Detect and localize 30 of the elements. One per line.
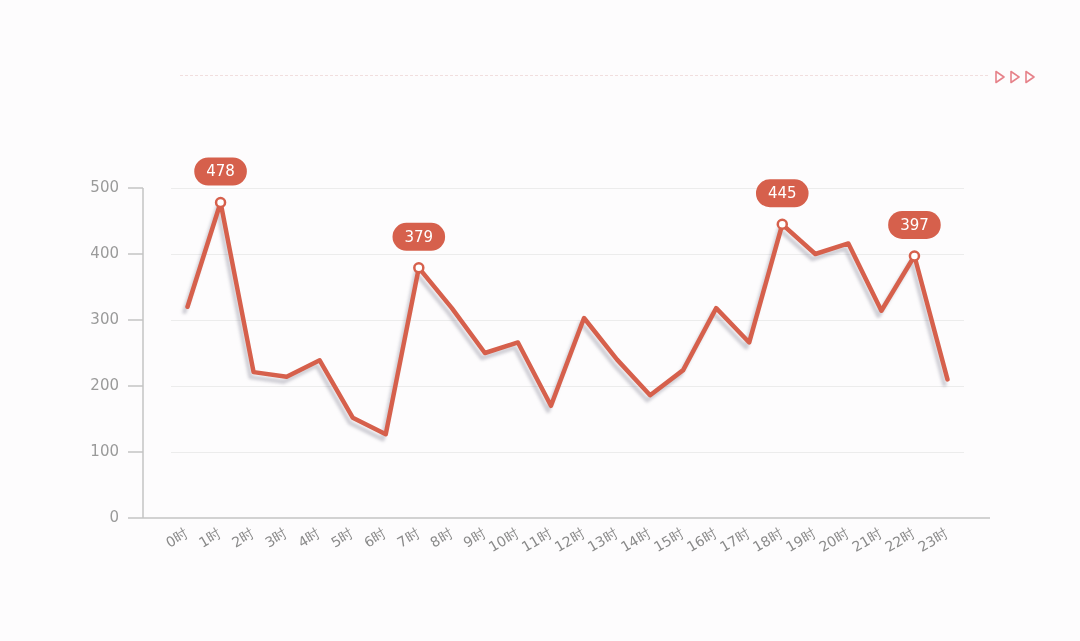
x-tick-label: 0时	[163, 525, 191, 551]
x-tick-label: 2时	[229, 525, 257, 551]
data-label: 397	[900, 215, 929, 234]
x-tick-label: 5时	[328, 525, 357, 551]
point	[214, 196, 227, 209]
y-tick-label: 500	[90, 177, 119, 196]
x-tick-label: 7时	[394, 525, 423, 551]
point	[908, 250, 921, 262]
y-tick-label: 0	[109, 507, 119, 526]
y-tick-label: 400	[90, 243, 119, 262]
point	[776, 218, 789, 231]
x-tick-label: 23时	[915, 525, 951, 555]
y-tick-label: 300	[90, 309, 119, 328]
x-tick-label: 18时	[750, 525, 786, 555]
point	[413, 262, 425, 274]
x-tick-label: 17时	[717, 525, 753, 555]
y-tick-label: 200	[90, 375, 119, 394]
x-tick-label: 21时	[849, 525, 885, 555]
x-tick-label: 4时	[295, 525, 324, 551]
x-tick-label: 8时	[427, 525, 456, 551]
x-tick-label: 19时	[783, 525, 819, 555]
data-label: 379	[404, 227, 434, 246]
data-label: 478	[206, 162, 235, 181]
data-label: 445	[767, 184, 797, 203]
x-tick-label: 3时	[262, 525, 290, 551]
x-tick-label: 6时	[361, 525, 390, 551]
y-tick-label: 100	[90, 441, 119, 460]
x-tick-label: 22时	[882, 525, 918, 555]
x-tick-label: 1时	[196, 525, 224, 551]
x-tick-label: 20时	[816, 525, 852, 555]
